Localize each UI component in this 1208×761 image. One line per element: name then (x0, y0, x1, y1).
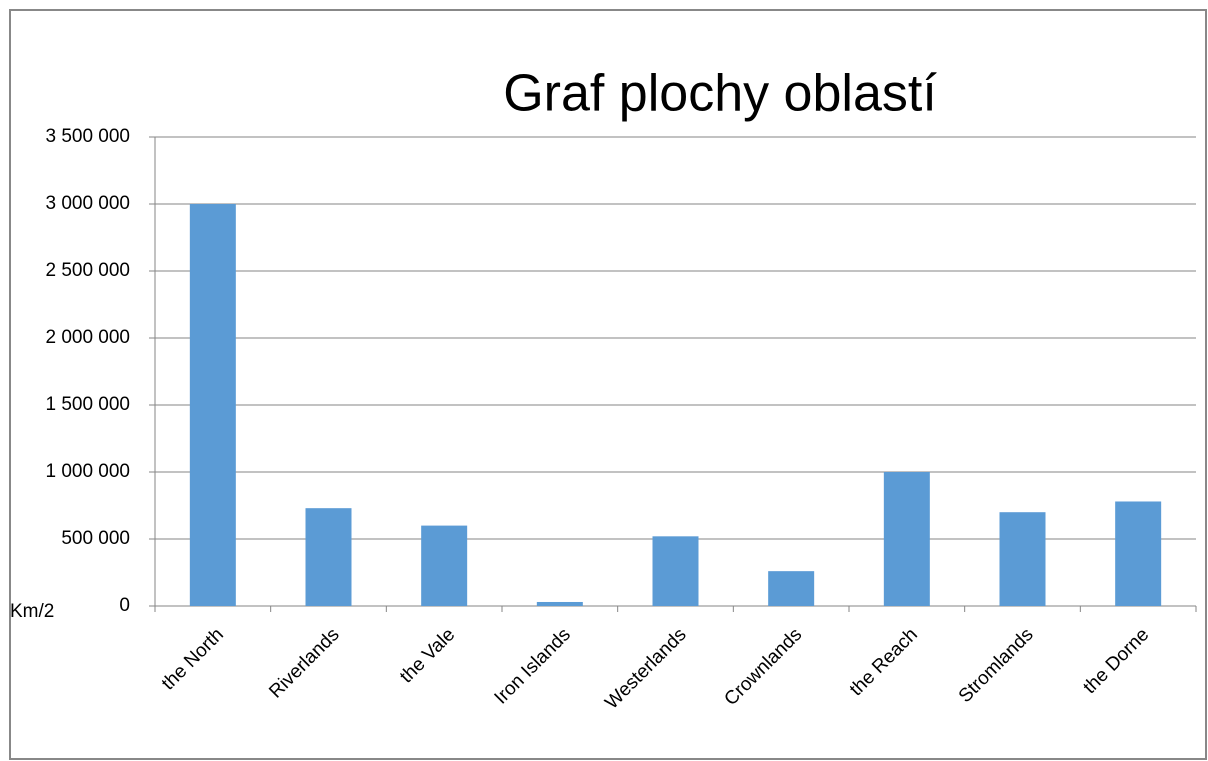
bar (536, 601, 583, 606)
bar (421, 525, 468, 606)
bar (999, 512, 1046, 606)
y-tick-label: 500 000 (61, 528, 130, 549)
y-tick-label: 0 (119, 595, 130, 616)
bar (652, 536, 699, 606)
y-tick-label: 1 000 000 (45, 461, 130, 482)
bar (768, 571, 815, 606)
bar (189, 204, 236, 606)
y-tick-label: 2 500 000 (45, 260, 130, 281)
bar (883, 472, 930, 606)
y-tick-label: 2 000 000 (45, 327, 130, 348)
chart-title: Graf plochy oblastí (503, 65, 937, 123)
y-axis-label: Km/2 (10, 601, 54, 622)
bar (1115, 501, 1162, 606)
bar (305, 508, 352, 606)
y-tick-label: 3 500 000 (45, 126, 130, 147)
y-tick-label: 3 000 000 (45, 193, 130, 214)
y-tick-label: 1 500 000 (45, 394, 130, 415)
